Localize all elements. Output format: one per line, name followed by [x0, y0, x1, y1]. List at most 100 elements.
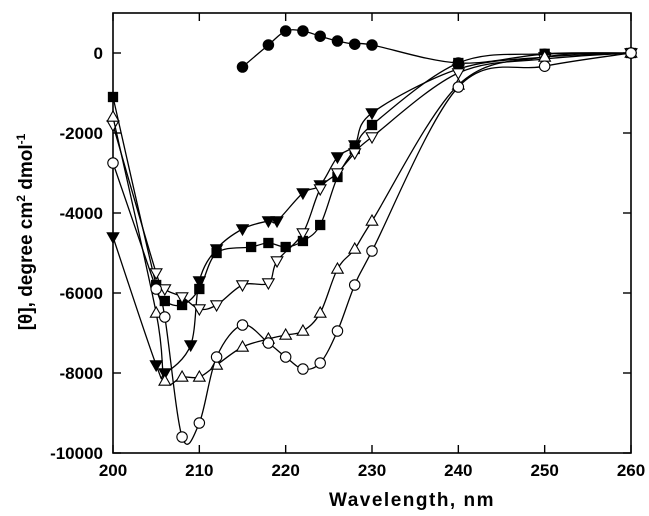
y-tick-label: -10000	[50, 444, 103, 463]
data-point	[210, 351, 223, 363]
series-group	[106, 25, 638, 445]
data-point	[235, 224, 250, 237]
series-open-triangle-up	[106, 45, 638, 386]
data-point	[107, 91, 119, 103]
y-axis-title: [θ], degree cm2 dmol-1	[14, 133, 37, 330]
data-point	[192, 369, 207, 382]
data-point	[245, 241, 257, 253]
data-point	[149, 360, 163, 373]
data-point	[297, 363, 309, 375]
data-point	[348, 279, 361, 291]
data-point	[192, 276, 207, 289]
y-tick-label: -4000	[60, 204, 103, 223]
data-point	[270, 216, 284, 229]
data-point	[347, 148, 362, 161]
data-point	[106, 120, 120, 133]
data-point	[331, 325, 344, 337]
data-point	[209, 300, 224, 313]
data-point	[236, 61, 249, 73]
y-tick-label: 0	[94, 44, 103, 63]
data-point	[365, 132, 379, 145]
x-axis-title: Wavelength, nm	[329, 490, 495, 511]
x-tick-label: 200	[99, 461, 127, 480]
data-point	[150, 283, 162, 295]
data-point	[280, 241, 291, 253]
series-filled-circle	[236, 25, 637, 73]
y-tick-label: -2000	[60, 124, 103, 143]
data-point	[159, 295, 170, 307]
data-point	[348, 38, 361, 50]
x-tick-label: 240	[444, 461, 472, 480]
series-open-triangle-down	[106, 48, 638, 317]
plot-frame	[112, 12, 632, 454]
y-axis-title-sup1: 2	[14, 195, 28, 202]
data-point	[313, 184, 327, 197]
data-point	[313, 305, 327, 318]
data-point	[366, 39, 378, 51]
data-point	[262, 39, 275, 51]
data-point	[315, 219, 326, 231]
data-point	[193, 417, 206, 429]
series-line	[112, 52, 632, 307]
data-point	[235, 280, 250, 293]
data-point	[347, 241, 362, 254]
data-point	[314, 30, 326, 42]
data-point	[279, 25, 292, 37]
data-point	[297, 25, 309, 37]
data-point	[175, 369, 189, 382]
data-point	[176, 431, 188, 443]
data-point	[365, 108, 379, 121]
data-point	[366, 119, 378, 131]
y-axis-title-main: [θ], degree cm	[16, 202, 37, 331]
x-tick-label: 230	[358, 461, 386, 480]
data-point	[262, 337, 275, 349]
labels-group: Wavelength, nm [θ], degree cm2 dmol-1	[14, 133, 495, 511]
x-tick-label: 260	[617, 461, 645, 480]
data-point	[261, 216, 276, 229]
data-point	[106, 232, 120, 245]
data-point	[192, 304, 207, 317]
data-point	[296, 228, 310, 241]
y-tick-label: -6000	[60, 284, 103, 303]
data-point	[538, 60, 551, 72]
data-point	[263, 237, 274, 249]
data-point	[279, 351, 292, 363]
data-point	[296, 323, 310, 336]
data-point	[158, 284, 172, 297]
series-line	[112, 52, 632, 311]
data-point	[330, 261, 345, 274]
data-point	[149, 305, 163, 318]
data-point	[365, 213, 379, 226]
data-point	[296, 188, 310, 201]
data-point	[209, 244, 224, 257]
data-point	[451, 68, 466, 81]
y-tick-label: -8000	[60, 364, 103, 383]
axes-group: 200 210 220 230 240 250 260 -10000 -8000 -6000 -40…	[50, 12, 645, 480]
data-point	[330, 152, 345, 165]
data-point	[366, 245, 378, 257]
data-point	[625, 47, 637, 59]
data-point	[331, 35, 344, 47]
data-point	[270, 256, 284, 269]
data-point	[159, 311, 171, 323]
x-tick-label: 210	[185, 461, 213, 480]
y-axis-title-sup2: -1	[14, 133, 28, 144]
data-point	[107, 157, 119, 169]
series-open-circle	[107, 47, 637, 445]
series-filled-square	[107, 47, 637, 311]
data-point	[261, 278, 276, 291]
data-point	[452, 81, 465, 93]
x-tick-label: 250	[530, 461, 558, 480]
data-point	[314, 357, 326, 369]
data-point	[235, 339, 250, 352]
x-tick-label: 220	[271, 461, 299, 480]
data-point	[175, 292, 189, 305]
data-point	[278, 327, 293, 340]
data-point	[183, 340, 198, 353]
y-axis-title-mid: dmol	[16, 144, 37, 195]
data-point	[149, 268, 163, 281]
data-point	[106, 109, 120, 122]
data-point	[158, 373, 172, 386]
